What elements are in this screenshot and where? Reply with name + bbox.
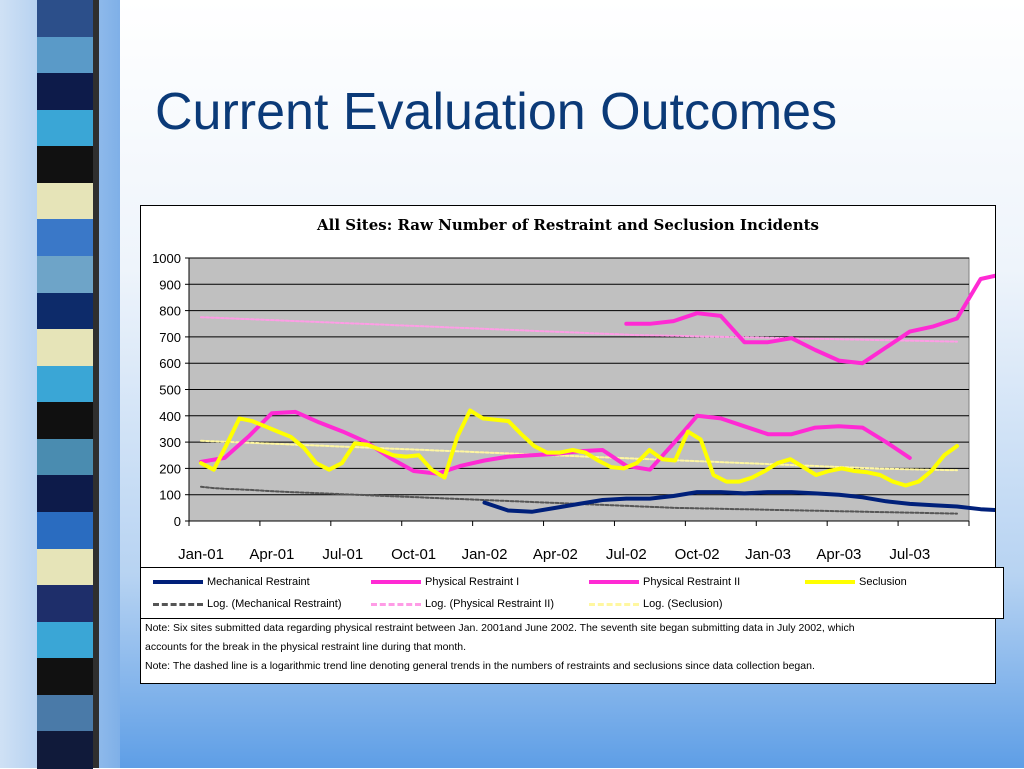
y-tick-label: 900 [159,277,181,292]
stripe-block [37,365,93,404]
line-seclusion [199,408,959,488]
legend-label: Physical Restraint I [425,576,520,588]
y-tick-label: 100 [159,488,181,503]
stripe-block [37,182,93,221]
line-physical-2 [624,273,995,366]
x-tick-label: Oct-01 [391,546,436,563]
legend-item-log-mechanical: Log. (Mechanical Restraint) [153,596,342,612]
stripe-block [37,0,93,38]
y-tick-label: 800 [159,304,181,319]
legend-swatch [805,580,855,585]
trend-seclusion [200,439,958,472]
line-chart: 0 100 200 300 400 500 600 700 800 900 1000 Jan-01 Ap… [152,251,995,563]
x-tick-label: Oct-02 [675,546,720,563]
chart-legend: Mechanical Restraint Physical Restraint … [141,567,1004,619]
chart-note-1: Note: Six sites submitted data regarding… [145,622,855,634]
stripe-block [37,329,93,367]
stripe-block [37,36,93,75]
y-tick-label: 300 [159,435,181,450]
legend-label: Physical Restraint II [643,576,741,588]
y-tick-label: 400 [159,409,181,424]
x-tick-label: Jul-01 [322,546,363,563]
legend-label: Log. (Seclusion) [643,598,723,610]
stripe-block [37,146,93,184]
x-tick-label: Apr-03 [816,546,861,563]
legend-item-mechanical: Mechanical Restraint [153,574,310,590]
chart-container: All Sites: Raw Number of Restraint and S… [140,205,1004,684]
legend-swatch [153,580,203,585]
legend-label: Log. (Mechanical Restraint) [207,598,342,610]
legend-item-seclusion: Seclusion [805,574,907,590]
x-tick-label: Apr-01 [249,546,294,563]
x-tick-label: Jan-03 [745,546,791,563]
x-tick-label: Jul-02 [606,546,647,563]
stripe-block [37,585,93,623]
stripe-block [37,694,93,733]
chart-note-2: accounts for the break in the physical r… [145,641,467,653]
legend-item-log-physical-2: Log. (Physical Restraint II) [371,596,554,612]
y-tick-label: 1000 [152,251,181,266]
stripe-block [37,475,93,513]
x-tick-label: Jan-02 [462,546,508,563]
slide-title: Current Evaluation Outcomes [155,83,838,141]
legend-swatch [153,602,203,606]
legend-label: Log. (Physical Restraint II) [425,598,554,610]
legend-swatch [371,602,421,606]
legend-swatch [589,580,639,585]
legend-label: Seclusion [859,576,907,588]
trend-physical-2 [200,316,958,343]
stripe-block [37,658,93,696]
legend-label: Mechanical Restraint [207,576,310,588]
stripe-block [37,512,93,550]
x-tick-label: Apr-02 [533,546,578,563]
y-tick-label: 0 [174,514,181,529]
stripe-block [37,548,93,587]
line-mechanical [482,490,995,514]
stripe-block [37,402,93,440]
legend-swatch [371,580,421,585]
stripe-block [37,256,93,294]
stripe-block [37,621,93,660]
stripe-block [37,731,93,769]
stripe-block [37,438,93,477]
legend-item-physical-1: Physical Restraint I [371,574,519,590]
stripe-block [37,73,93,111]
y-tick-label: 700 [159,330,181,345]
legend-item-log-seclusion: Log. (Seclusion) [589,596,723,612]
stripe-edge [93,0,99,768]
y-tick-label: 600 [159,356,181,371]
x-tick-label: Jul-03 [889,546,930,563]
legend-item-physical-2: Physical Restraint II [589,574,740,590]
chart-note-3: Note: The dashed line is a logarithmic t… [145,660,815,672]
y-tick-label: 500 [159,383,181,398]
x-tick-label: Jan-01 [178,546,224,563]
stripe-block [37,109,93,148]
stripe-block [37,219,93,257]
stripe-block [37,292,93,331]
chart-title: All Sites: Raw Number of Restraint and S… [316,216,819,234]
y-tick-label: 200 [159,461,181,476]
decorative-stripe-bar [0,0,120,769]
legend-swatch [589,602,639,606]
